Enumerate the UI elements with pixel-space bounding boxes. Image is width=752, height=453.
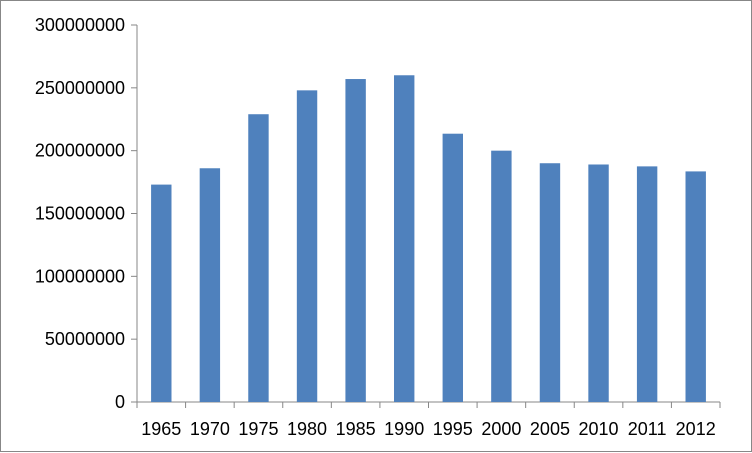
y-tick-label: 300000000 — [35, 15, 125, 35]
bar-2010 — [588, 164, 609, 402]
x-tick-label: 2005 — [530, 419, 570, 439]
bar-2011 — [636, 166, 658, 402]
bar-1975 — [248, 114, 269, 403]
x-axis: 1965 1970 1975 1980 1985 1990 1995 2000 2005 2010… — [136, 401, 721, 439]
y-tick-label: 150000000 — [35, 204, 125, 224]
x-tick-label: 2000 — [481, 419, 521, 439]
x-tick-label: 2011 — [628, 419, 667, 439]
bar-1990 — [394, 75, 415, 403]
x-tick-label: 1965 — [141, 419, 181, 439]
x-tick-label: 1990 — [384, 419, 424, 439]
x-tick-label: 2012 — [676, 419, 716, 439]
y-tick-label: 50000000 — [45, 329, 125, 349]
y-tick-label: 100000000 — [35, 266, 125, 286]
x-tick-label: 1985 — [336, 419, 376, 439]
bar-1985 — [345, 79, 366, 402]
x-tick-label: 1980 — [287, 419, 327, 439]
y-tick-label: 250000000 — [35, 78, 125, 98]
x-tick-label: 1995 — [433, 419, 473, 439]
bar-1970 — [199, 168, 221, 402]
y-tick-label: 200000000 — [35, 141, 125, 161]
x-tick-label: 1975 — [238, 419, 278, 439]
bar-2005 — [539, 163, 561, 402]
y-tick-label: 0 — [115, 392, 125, 412]
x-tick-label: 2010 — [579, 419, 619, 439]
bar-series — [151, 75, 706, 403]
bar-1995 — [442, 133, 463, 402]
x-tick-label: 1970 — [190, 419, 230, 439]
bar-2012 — [685, 171, 706, 402]
bar-2000 — [491, 150, 512, 402]
bar-1980 — [296, 90, 318, 402]
bar-1965 — [151, 184, 172, 402]
y-axis: 0 50000000 100000000 150000000 200000000 2500… — [35, 15, 138, 412]
